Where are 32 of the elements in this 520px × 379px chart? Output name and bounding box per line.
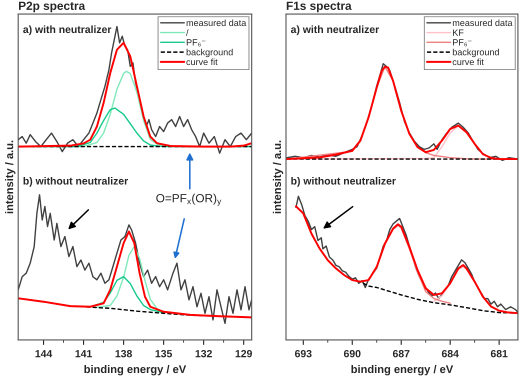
x-tick-label: 684: [442, 350, 459, 358]
x-axis-title: binding energy / eV: [84, 364, 186, 376]
legend-label: PF₆⁻: [453, 39, 472, 46]
x-tick-label: 141: [76, 350, 92, 358]
annotation: b) without neutralizer: [291, 176, 396, 187]
legend-label: measured data: [452, 19, 513, 26]
chart-title: F1s spectra: [286, 2, 352, 12]
legend-label: background: [452, 48, 499, 58]
legend-label: /: [186, 29, 189, 36]
x-tick-label: 681: [490, 350, 508, 358]
x-tick-label: 132: [196, 350, 212, 358]
x-tick-label: 687: [392, 350, 410, 358]
legend-label: measured data: [186, 19, 246, 26]
legend-label: curve fit: [452, 58, 484, 66]
legend-label: KF: [453, 30, 464, 36]
x-axis-title: binding energy / eV: [351, 364, 454, 376]
x-tick-label: 690: [344, 350, 361, 358]
x-tick-label: 693: [294, 350, 312, 358]
x-tick-label: 129: [236, 350, 252, 358]
y-axis-title: intensity / a.u.: [272, 140, 284, 214]
chart-title: P2p spectra: [18, 2, 86, 12]
y-axis-title: intensity / a.u.: [5, 140, 16, 214]
x-tick-label: 144: [36, 350, 52, 358]
annotation: b) without neutralizer: [24, 176, 128, 187]
x-tick-label: 135: [156, 350, 172, 358]
annotation: O=PF$_{x}$(OR)$_{y}$: [156, 194, 222, 206]
text: a) with neutralizer: [290, 25, 380, 36]
legend-label: curve fit: [186, 58, 218, 66]
legend-label: background: [186, 48, 233, 58]
annotation: a) with neutralizer: [23, 25, 112, 36]
legend-label: PF₆⁻: [186, 39, 206, 46]
x-tick-label: 138: [116, 350, 132, 358]
